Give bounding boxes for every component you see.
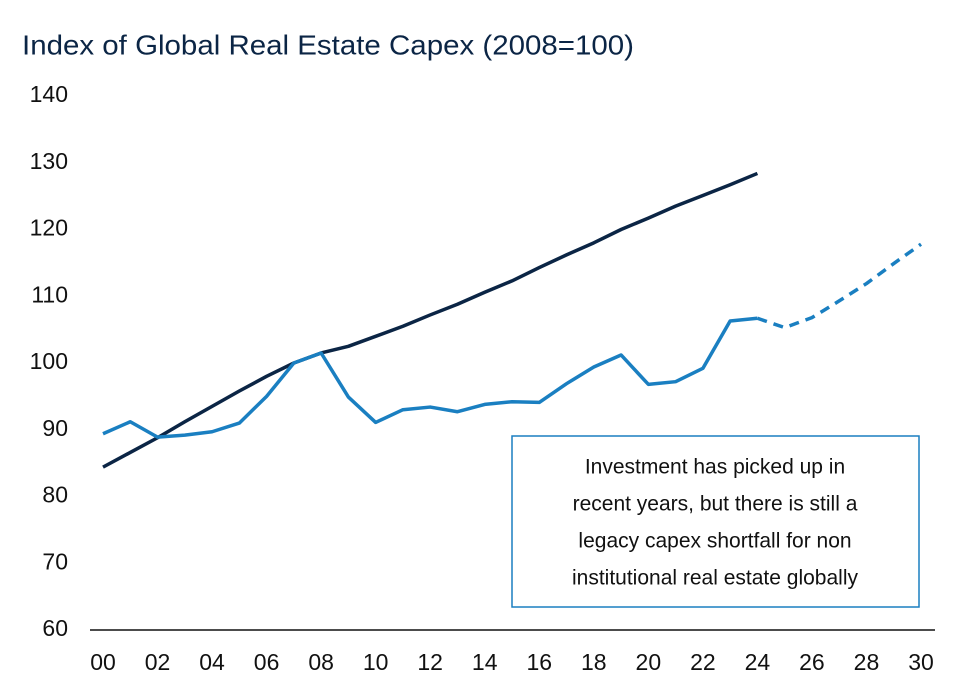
- x-tick-label: 14: [472, 649, 498, 675]
- line-series: [756, 242, 923, 330]
- line-series: [102, 171, 759, 469]
- y-tick-label: 90: [42, 415, 68, 441]
- y-tick-label: 120: [30, 215, 68, 241]
- y-tick-label: 110: [31, 281, 68, 307]
- annotation-text: Investment has picked up in: [585, 456, 845, 479]
- y-tick-label: 60: [42, 615, 68, 641]
- x-tick-label: 10: [363, 649, 389, 675]
- x-tick-label: 22: [690, 649, 716, 675]
- line-series: [102, 316, 758, 439]
- x-tick-label: 16: [526, 649, 552, 675]
- x-tick-label: 20: [636, 649, 662, 675]
- annotation-box: [511, 435, 920, 608]
- x-tick-label: 28: [854, 649, 880, 675]
- chart-title: Index of Global Real Estate Capex (2008=…: [22, 29, 634, 60]
- x-tick-label: 06: [254, 649, 280, 675]
- annotation-text: institutional real estate globally: [572, 567, 859, 590]
- x-tick-label: 12: [417, 649, 443, 675]
- x-tick-label: 08: [308, 649, 334, 675]
- y-tick-label: 130: [30, 148, 68, 174]
- y-tick-label: 70: [42, 548, 68, 574]
- x-tick-label: 18: [581, 649, 607, 675]
- x-tick-label: 24: [745, 649, 771, 675]
- annotation-text: recent years, but there is still a: [573, 493, 858, 516]
- x-tick-label: 04: [199, 649, 225, 675]
- x-tick-label: 30: [908, 649, 934, 675]
- y-tick-label: 140: [30, 81, 68, 107]
- y-tick-label: 100: [30, 348, 68, 374]
- annotation-text: legacy capex shortfall for non: [578, 530, 851, 553]
- x-tick-label: 26: [799, 649, 825, 675]
- y-tick-label: 80: [42, 482, 68, 508]
- x-tick-label: 00: [90, 649, 116, 675]
- x-tick-label: 02: [145, 649, 171, 675]
